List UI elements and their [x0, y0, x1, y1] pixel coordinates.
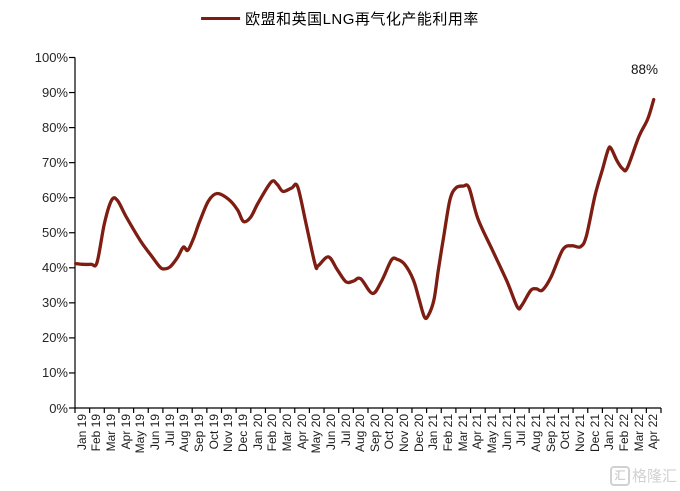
x-axis-tick-label: Jul 19 [162, 414, 177, 447]
x-axis-tick-label: May 20 [309, 414, 324, 454]
x-axis-tick-label: Oct 20 [382, 414, 397, 450]
legend: 欧盟和英国LNG再气化产能利用率 [201, 8, 479, 29]
x-axis-tick-label: Sep 20 [367, 414, 382, 453]
y-axis-tick-label: 0% [49, 400, 68, 416]
x-axis-tick-label: Sep 19 [192, 414, 207, 453]
x-axis-tick-label: Dec 21 [587, 414, 602, 453]
y-axis-tick-label: 80% [41, 120, 68, 136]
watermark: 汇 格隆汇 [609, 465, 677, 486]
y-axis-tick-label: 60% [41, 190, 68, 206]
x-axis-tick-label: Oct 19 [206, 414, 221, 450]
last-value-label: 88% [631, 62, 659, 77]
x-axis-tick-label: Aug 21 [528, 414, 543, 453]
x-axis-tick-label: Nov 21 [572, 414, 587, 453]
watermark-text: 格隆汇 [631, 468, 677, 485]
x-axis-tick-label: Nov 20 [397, 414, 412, 453]
x-axis-tick-label: Oct 21 [558, 414, 573, 450]
x-axis-tick-label: Jan 19 [74, 414, 89, 451]
x-axis-tick-label: Aug 20 [353, 414, 368, 453]
y-axis-tick-label: 100% [34, 50, 68, 65]
x-axis-tick-label: Apr 20 [294, 414, 309, 450]
x-axis-tick-label: Mar 20 [279, 414, 294, 452]
y-axis-tick-label: 40% [41, 260, 68, 276]
x-axis-tick-label: Jun 20 [323, 414, 338, 451]
x-axis-tick-label: Feb 19 [89, 414, 104, 452]
utilization-line [74, 97, 656, 321]
x-axis-tick-label: Jul 21 [514, 414, 529, 447]
x-axis-tick-label: Nov 19 [221, 414, 236, 453]
x-axis-tick-label: Dec 19 [235, 414, 250, 453]
x-axis-tick-label: Feb 21 [441, 414, 456, 452]
y-axis-tick-label: 50% [41, 225, 68, 241]
legend-line-swatch [201, 16, 241, 21]
axes [69, 56, 662, 413]
x-axis-tick-label: Jul 20 [338, 414, 353, 447]
x-axis-tick-label: Dec 20 [411, 414, 426, 453]
watermark-logo-icon: 汇 [609, 465, 630, 486]
x-axis-tick-label: Feb 20 [265, 414, 280, 452]
x-axis-tick-label: Apr 21 [470, 414, 485, 450]
y-axis-tick-label: 90% [41, 85, 68, 101]
y-axis-tick-label: 10% [41, 365, 68, 381]
x-axis-tick-label: Mar 21 [455, 414, 470, 452]
x-axis-tick-label: Sep 21 [543, 414, 558, 453]
x-axis-tick-label: Aug 19 [177, 414, 192, 453]
x-axis-tick-label: May 21 [485, 414, 500, 454]
x-axis-tick-label: Jan 20 [250, 414, 265, 451]
y-axis-tick-label: 30% [41, 295, 68, 311]
x-axis-tick-label: Jan 21 [426, 414, 441, 451]
x-axis-tick-label: Apr 19 [118, 414, 133, 450]
x-axis-tick-label: Jun 19 [148, 414, 163, 451]
x-axis-tick-label: May 19 [133, 414, 148, 454]
x-axis-tick-label: Mar 19 [104, 414, 119, 452]
y-axis-tick-label: 20% [41, 330, 68, 346]
legend-label: 欧盟和英国LNG再气化产能利用率 [245, 11, 479, 28]
y-axis-tick-label: 70% [41, 155, 68, 171]
x-axis-tick-label: Jun 21 [499, 414, 514, 451]
